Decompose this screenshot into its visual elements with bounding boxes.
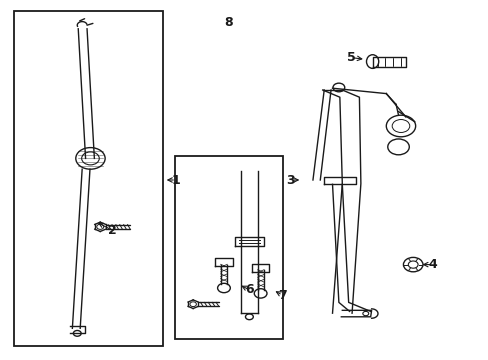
Bar — [175, 156, 282, 339]
Text: 2: 2 — [108, 224, 117, 237]
Text: 3: 3 — [286, 174, 295, 186]
Text: 4: 4 — [427, 258, 436, 271]
Text: 8: 8 — [224, 16, 233, 29]
Text: 1: 1 — [171, 174, 180, 186]
Text: 7: 7 — [278, 289, 286, 302]
Bar — [14, 11, 163, 346]
Text: 6: 6 — [244, 283, 253, 296]
Text: 5: 5 — [346, 51, 355, 64]
